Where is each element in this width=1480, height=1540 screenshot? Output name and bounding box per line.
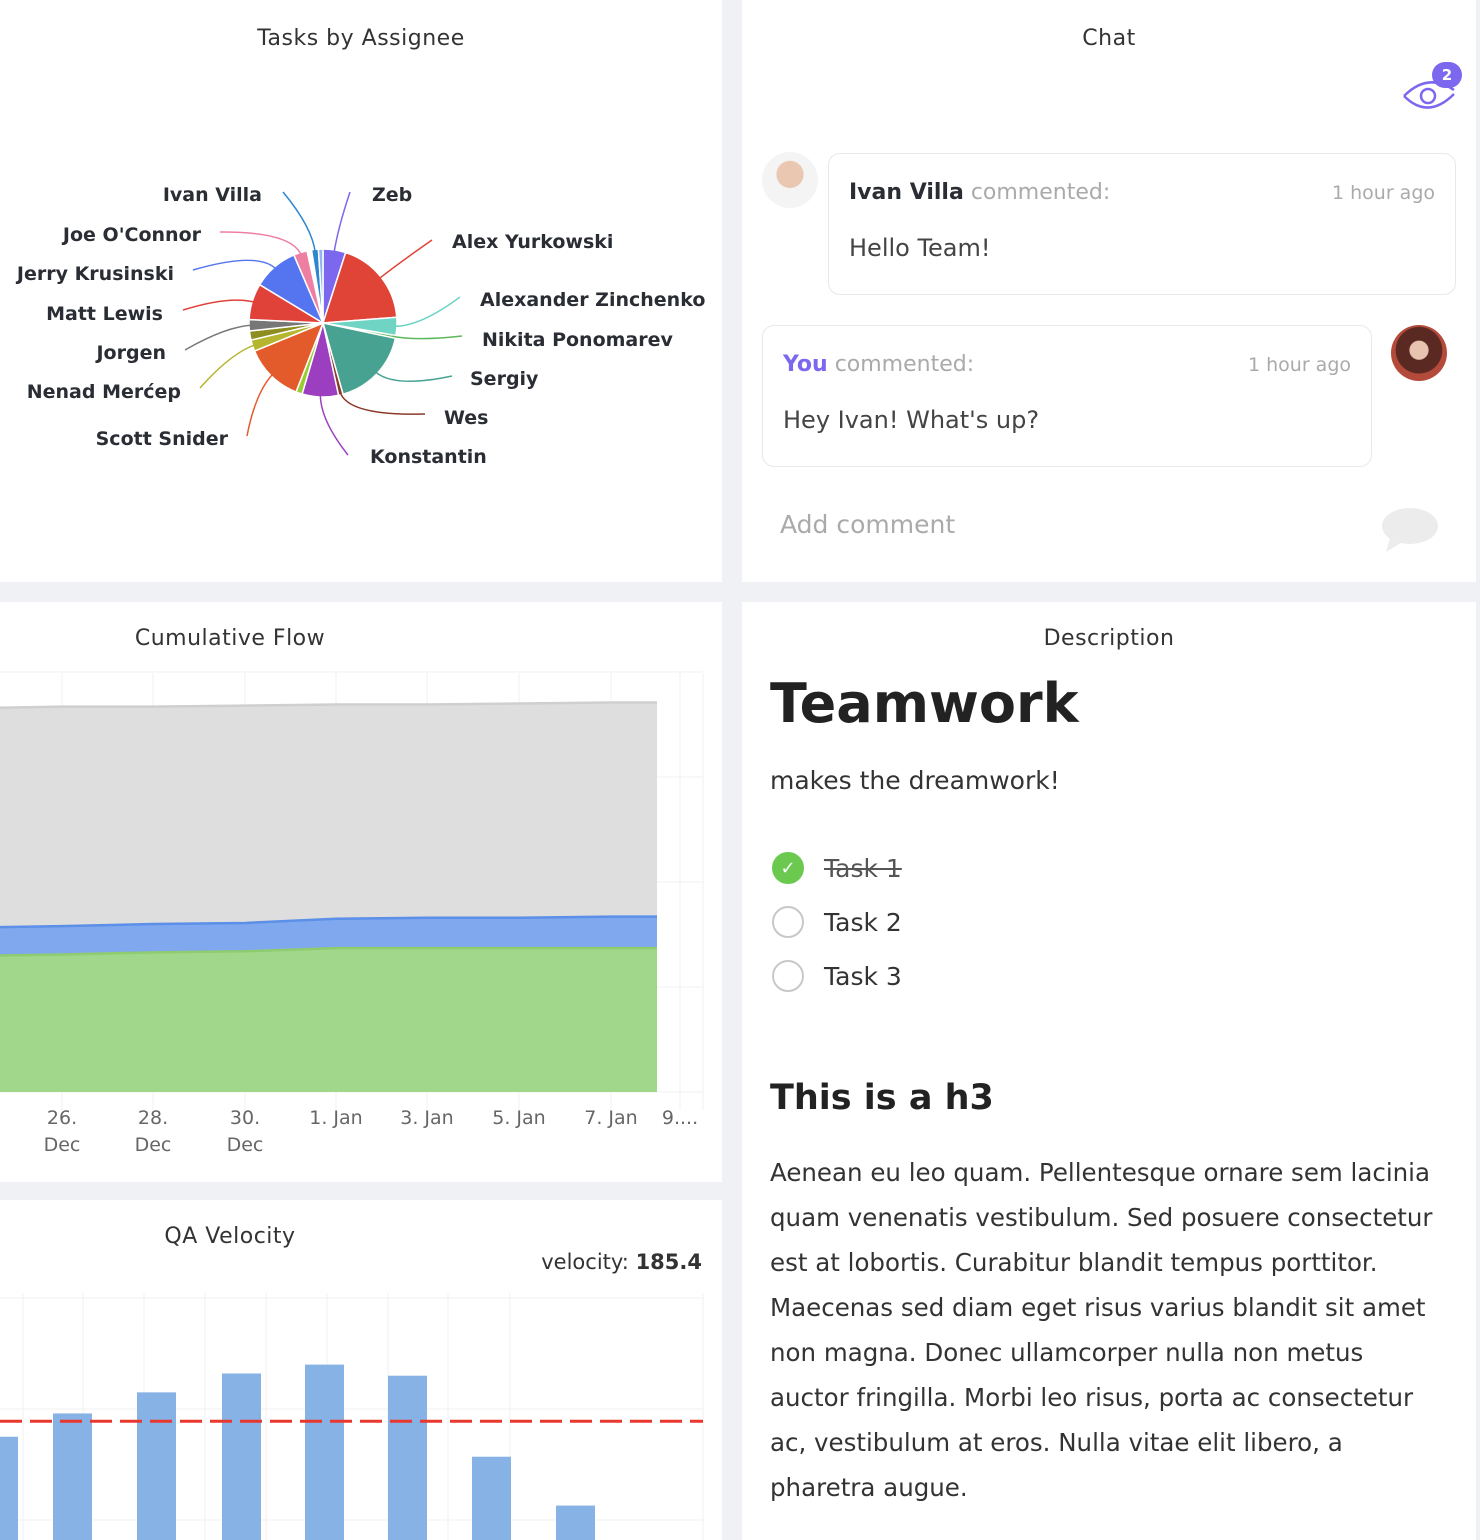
pie-leader-line: [333, 191, 351, 254]
velocity-bar[interactable]: [556, 1505, 595, 1540]
pie-label: Nikita Ponomarev: [482, 329, 673, 351]
message-action: commented:: [834, 352, 975, 377]
heading-h1: Teamwork: [770, 672, 1079, 735]
message-text: Hey Ivan! What's up?: [783, 406, 1040, 434]
task-label: Task 3: [824, 961, 902, 991]
area-series-line: [0, 946, 657, 957]
qa-velocity-panel: QA Velocity velocity: 185.4: [0, 1200, 722, 1540]
chat-panel: Chat 2 Ivan Villa commented: 1 hour ago …: [742, 0, 1476, 582]
message-author[interactable]: Ivan Villa: [849, 180, 964, 205]
chat-message: Ivan Villa commented: 1 hour ago Hello T…: [828, 153, 1456, 295]
checklist-item[interactable]: Task 3: [772, 960, 902, 992]
area-series[interactable]: [0, 948, 657, 1092]
x-tick-label: 3. Jan: [400, 1107, 454, 1129]
checklist-item[interactable]: ✓ Task 1: [772, 852, 902, 884]
pie-leader-line: [373, 370, 453, 382]
watchers-button[interactable]: 2: [1402, 62, 1466, 118]
x-tick-label: 1. Jan: [309, 1107, 363, 1129]
checkbox-icon[interactable]: [772, 906, 804, 938]
x-tick-label: 7. Jan: [584, 1107, 638, 1129]
pie-label: Wes: [444, 407, 489, 429]
pie-leader-line: [192, 259, 278, 271]
velocity-bar[interactable]: [388, 1375, 427, 1540]
velocity-bar[interactable]: [222, 1373, 261, 1540]
pie-leader-line: [377, 239, 433, 281]
x-tick-label: 9....: [661, 1107, 699, 1129]
pie-label: Joe O'Connor: [62, 224, 201, 246]
message-action: commented:: [970, 180, 1111, 205]
user-avatar: [1391, 325, 1447, 381]
pie-leader-line: [219, 231, 303, 257]
pie-leader-line: [282, 191, 317, 254]
task-label: Task 2: [824, 907, 902, 937]
tasks-by-assignee-panel: Tasks by Assignee Zeb Alex Yurkowski Alexa…: [0, 0, 722, 582]
panel-title: Description: [1043, 626, 1175, 651]
velocity-bar[interactable]: [305, 1364, 344, 1540]
chat-message: You commented: 1 hour ago Hey Ivan! What…: [762, 325, 1372, 467]
checklist-item[interactable]: Task 2: [772, 906, 902, 938]
pie-leader-line: [392, 296, 461, 328]
task-label: Task 1: [824, 853, 902, 883]
pie-label: Matt Lewis: [46, 303, 163, 325]
pie-label: Zeb: [372, 184, 413, 206]
pie-label: Scott Snider: [95, 428, 228, 450]
qa-velocity-chart: [0, 1293, 704, 1540]
pie-label: Ivan Villa: [162, 184, 262, 206]
pie-leader-line: [339, 390, 426, 415]
velocity-bar[interactable]: [472, 1456, 511, 1540]
message-time: 1 hour ago: [1247, 354, 1351, 376]
paragraph: Aenean eu leo quam. Pellentesque ornare …: [770, 1158, 1433, 1502]
pie-slice[interactable]: [317, 248, 324, 324]
pie-label: Konstantin: [370, 446, 487, 468]
pie-leader-line: [319, 392, 349, 456]
pie-leader-line: [246, 372, 275, 437]
cumulative-flow-panel: Cumulative Flow 26. Dec 28. Dec 30. Dec 1. Jan…: [0, 602, 722, 1182]
ivan-avatar: [762, 152, 818, 208]
pie-label: Jorgen: [96, 342, 166, 364]
message-time: 1 hour ago: [1331, 182, 1435, 204]
watchers-badge: 2: [1432, 62, 1462, 88]
description-panel: Description Teamwork makes the dreamwork…: [742, 602, 1476, 1540]
velocity-bar[interactable]: [53, 1413, 92, 1540]
velocity-readout: velocity: 185.4: [541, 1250, 702, 1274]
velocity-label: velocity:: [541, 1250, 629, 1274]
pie-label: Alex Yurkowski: [452, 231, 614, 253]
checked-icon[interactable]: ✓: [772, 852, 804, 884]
velocity-bar[interactable]: [0, 1436, 18, 1540]
area-series-line: [0, 701, 657, 709]
x-tick-label: 5. Jan: [492, 1107, 546, 1129]
checkbox-icon[interactable]: [772, 960, 804, 992]
pie-leader-line: [199, 343, 257, 389]
pie-leader-line: [391, 335, 463, 340]
pie-leader-line: [182, 299, 257, 311]
velocity-bar[interactable]: [137, 1392, 176, 1540]
comment-bubble-icon[interactable]: [1380, 506, 1440, 556]
heading-h3: This is a h3: [770, 1078, 994, 1118]
pie-label: Alexander Zinchenko: [480, 289, 706, 311]
area-series-line: [0, 915, 657, 929]
x-tick-label: 30. Dec: [226, 1107, 264, 1156]
panel-title: QA Velocity: [164, 1224, 296, 1249]
panel-title: Chat: [1082, 26, 1136, 51]
cumulative-flow-chart: [0, 671, 704, 1110]
pie-chart: [182, 191, 463, 456]
pie-leader-line: [184, 324, 254, 351]
add-comment-input[interactable]: Add comment: [780, 510, 956, 539]
message-text: Hello Team!: [849, 234, 991, 262]
message-author[interactable]: You: [783, 352, 828, 377]
x-tick-label: 26. Dec: [43, 1107, 81, 1156]
panel-title: Cumulative Flow: [134, 626, 326, 651]
panel-title: Tasks by Assignee: [257, 26, 465, 51]
pie-label: Jerry Krusinski: [16, 263, 174, 285]
subtitle: makes the dreamwork!: [770, 766, 1060, 795]
pie-label: Nenad Merćep: [26, 381, 181, 403]
velocity-value: 185.4: [635, 1250, 702, 1274]
pie-label: Sergiy: [470, 368, 539, 390]
x-tick-label: 28. Dec: [134, 1107, 172, 1156]
